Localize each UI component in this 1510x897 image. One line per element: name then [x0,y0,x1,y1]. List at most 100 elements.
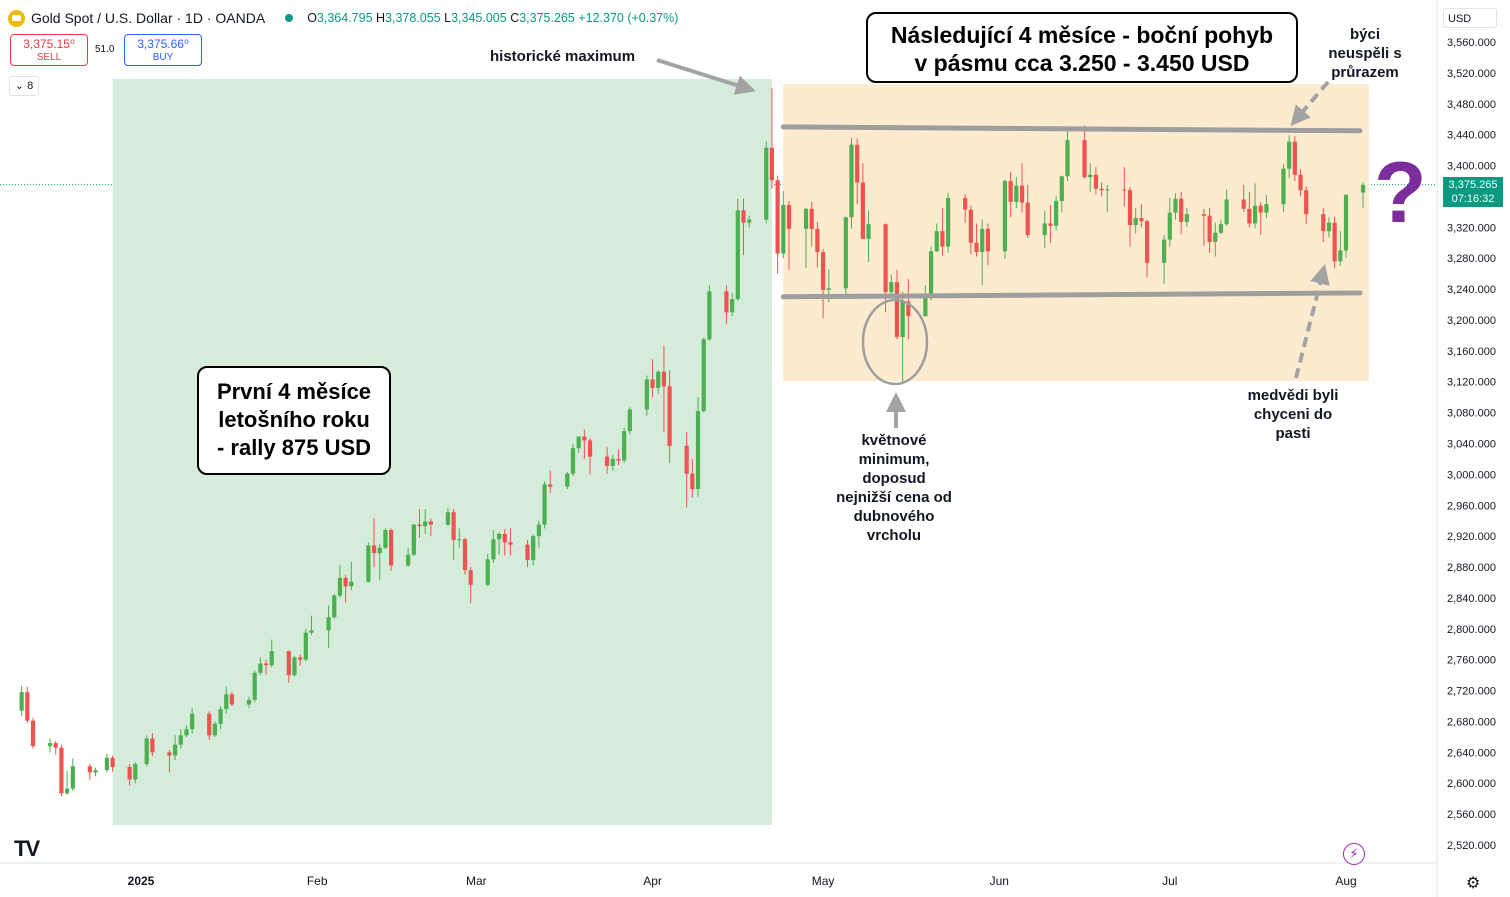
candle-body [87,766,92,773]
candle [684,431,689,508]
candle-body [707,291,712,340]
candle-body [741,210,746,223]
resistance-line [780,124,1363,134]
candle-body [963,197,968,210]
candle [462,537,468,575]
candle-body [366,545,371,582]
candle [661,345,667,432]
price-tick-label: 2,560.000 [1447,809,1496,821]
candle-body [326,617,331,631]
candle [1218,219,1224,235]
candle [1201,208,1207,246]
currency-select[interactable]: USD [1443,8,1497,28]
candle-body [93,770,98,773]
candle [644,375,649,416]
spread-value: 51.0 [95,44,115,55]
candle [173,735,178,761]
candle-body [508,542,513,545]
candle [650,359,655,398]
candle-body [894,282,900,337]
candle-body [627,409,632,432]
candle [536,520,541,548]
candle-body [428,521,433,525]
price-tick-label: 3,560.000 [1447,37,1496,49]
price-tick-label: 3,240.000 [1447,284,1496,296]
candle [457,528,462,548]
candle [411,523,416,557]
candle-body [1099,188,1104,191]
candle [866,210,871,263]
candle [735,198,740,301]
candle-body [110,757,115,768]
time-tick-label: Mar [466,874,487,888]
bulls-label: býci neuspěli s průrazem [1328,26,1402,81]
price-change: +12.370 (+0.37%) [578,11,679,25]
gear-icon[interactable]: ⚙ [1466,875,1481,892]
symbol-title[interactable]: Gold Spot / U.S. Dollar · 1D · OANDA [31,10,266,26]
indicators-toggle[interactable]: ⌄ 8 [9,76,39,96]
candle [695,397,701,497]
candle-body [457,539,462,541]
candle [1213,222,1218,257]
candle [1088,163,1093,192]
candle-body [485,559,490,585]
candle-body [1321,214,1326,232]
ohlc-values: O3,364.795 H3,378.055 L3,345.005 C3,375.… [307,11,679,25]
candle [406,547,411,568]
candle [263,659,269,675]
candle [224,686,229,714]
candle [622,428,627,463]
candle [809,201,814,247]
sell-button[interactable]: 3,375.15⁰ SELL [10,34,88,66]
candle-body [1207,215,1212,242]
time-tick-label: Feb [307,874,328,888]
price-tick-label: 3,200.000 [1447,315,1496,327]
drawings [656,58,1363,428]
candle [690,458,695,498]
candle [1054,196,1059,231]
candle [383,528,388,550]
candle-body [565,473,570,487]
candle [1162,235,1167,284]
candle [377,543,382,581]
candle-body [383,529,388,548]
candle [849,137,854,229]
candle [769,88,775,189]
buy-button[interactable]: 3,375.66⁰ BUY [124,34,202,66]
candle [451,509,456,561]
candle [923,285,928,317]
candle [252,670,257,703]
candle [332,594,337,619]
price-tick-label: 2,600.000 [1447,778,1496,790]
candle [1048,204,1053,243]
candle-body [1144,221,1150,263]
lightning-icon[interactable]: ⚡ [1343,843,1365,865]
tradingview-logo-icon[interactable]: TV [14,836,40,861]
candle-body [133,763,138,780]
candle-body [690,473,695,490]
candle-body [883,224,888,293]
candle [1139,204,1144,228]
candle [184,725,189,737]
candle [604,447,610,474]
candle [860,163,865,239]
candle [701,337,706,413]
candle-body [1093,174,1099,189]
candle [786,201,792,270]
may-low-label: květnové minimum, doposud nejnižší cena od… [836,432,952,544]
price-tick-label: 2,720.000 [1447,686,1496,698]
candle-body [167,752,172,756]
candle [656,370,661,395]
candle-body [150,738,155,753]
candle [1247,191,1252,228]
ath-label: historické maximum [490,48,636,65]
candle-body [1343,194,1349,251]
candle-body [406,554,411,566]
candle [582,429,587,459]
candle-body [1025,202,1030,236]
candle [587,438,593,475]
candle [803,208,809,269]
candle-body [1218,224,1224,233]
candle [337,564,343,598]
